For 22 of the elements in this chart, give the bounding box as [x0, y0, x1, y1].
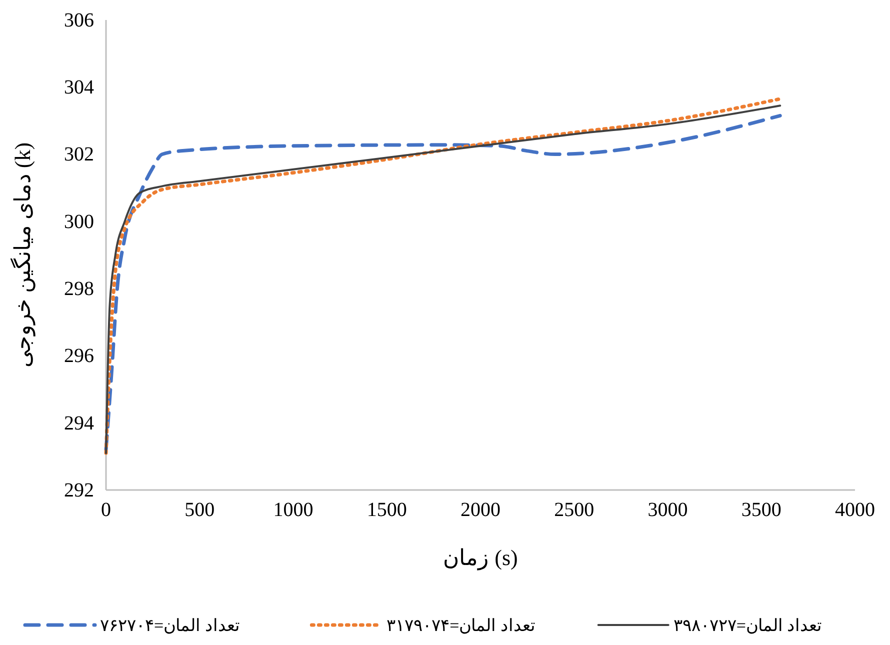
legend-label: تعداد المان=۳۹۸۰۷۲۷ [673, 616, 822, 635]
legend-label: تعداد المان=۷۶۲۷۰۴ [100, 616, 240, 635]
x-axis-title: زمان (s) [443, 545, 518, 571]
y-tick-label: 298 [64, 278, 94, 300]
x-tick-label: 2500 [554, 499, 594, 522]
x-tick-label: 0 [101, 499, 111, 522]
y-axis-title: دمای میانگین خروجی (k) [10, 142, 36, 368]
y-tick-label: 306 [64, 9, 94, 32]
y-tick-label: 292 [64, 479, 94, 502]
y-tick-label: 300 [64, 210, 94, 233]
x-tick-label: 1000 [273, 499, 314, 522]
x-tick-label: 3000 [648, 499, 688, 522]
y-tick-label: 296 [64, 345, 94, 368]
legend-label: تعداد المان=۳۱۷۹۰۷۴ [386, 616, 536, 635]
y-tick-label: 294 [64, 412, 94, 434]
y-tick-label: 302 [64, 144, 94, 166]
x-tick-label: 3500 [741, 499, 782, 522]
y-tick-label: 304 [64, 76, 94, 99]
x-tick-label: 1500 [366, 499, 407, 522]
x-tick-label: 500 [184, 499, 215, 522]
x-tick-label: 2000 [460, 499, 500, 522]
x-tick-label: 4000 [835, 499, 875, 522]
